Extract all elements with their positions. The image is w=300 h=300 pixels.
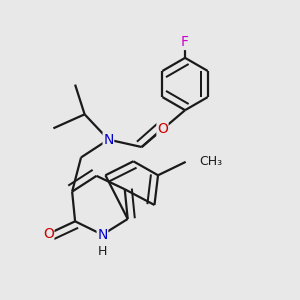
Text: CH₃: CH₃ [199, 155, 222, 168]
Text: O: O [157, 122, 168, 136]
Text: O: O [43, 227, 54, 241]
Text: N: N [103, 133, 114, 147]
Text: N: N [97, 228, 108, 242]
Text: H: H [98, 245, 107, 258]
Text: F: F [181, 35, 189, 50]
